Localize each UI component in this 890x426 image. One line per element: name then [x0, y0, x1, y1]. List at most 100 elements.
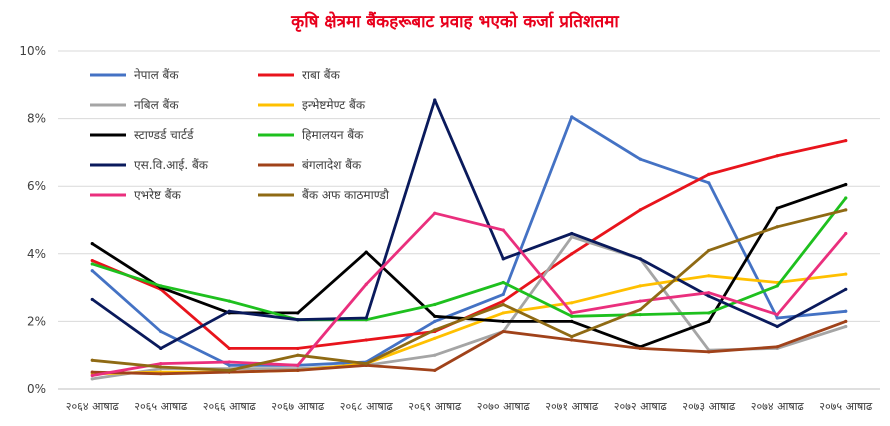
- x-tick-label: २०६५ आषाढ: [134, 400, 188, 413]
- data-point: [844, 287, 848, 291]
- legend-label: इन्भेष्टमेण्ट बैंक: [302, 98, 366, 112]
- data-point: [775, 154, 779, 158]
- data-point: [364, 282, 368, 286]
- legend-label: बैंक अफ काठमाण्डौ: [302, 188, 390, 202]
- data-point: [775, 345, 779, 349]
- data-point: [159, 329, 163, 334]
- x-tick-label: २०७१ आषाढ: [545, 400, 599, 413]
- data-point: [90, 269, 94, 273]
- chart-title: कृषि क्षेत्रमा बैंकहरूबाट प्रवाह भएको कर…: [290, 11, 619, 32]
- data-point: [501, 228, 505, 232]
- data-point: [707, 350, 711, 354]
- data-point: [844, 208, 848, 212]
- data-point: [638, 299, 642, 303]
- data-point: [501, 299, 505, 303]
- x-tick-label: २०७० आषाढ: [477, 400, 531, 413]
- data-point: [775, 316, 779, 320]
- legend-label: हिमालयन बैंक: [302, 128, 364, 142]
- data-point: [638, 284, 642, 288]
- x-tick-label: २०६४ आषाढ: [66, 400, 120, 413]
- data-point: [707, 291, 711, 295]
- data-point: [844, 309, 848, 313]
- data-point: [844, 138, 848, 143]
- data-point: [570, 311, 574, 315]
- legend: नेपाल बैंक राबा बैंक नबिल बैंक इन्भेष्टमेण्…: [90, 68, 390, 202]
- data-point: [844, 196, 848, 200]
- data-point: [501, 302, 505, 307]
- series-lines: [90, 98, 848, 381]
- data-point: [775, 206, 779, 210]
- data-point: [159, 284, 163, 288]
- data-point: [90, 373, 94, 378]
- data-point: [90, 377, 94, 381]
- data-point: [364, 338, 368, 342]
- x-tick-label: २०७५ आषाढ: [819, 400, 873, 413]
- data-point: [570, 115, 574, 119]
- data-point: [775, 313, 779, 317]
- data-point: [227, 363, 231, 367]
- x-tick-label: २०६७ आषाढ: [271, 400, 325, 413]
- series-line: [90, 211, 848, 377]
- y-axis-ticks: 0% 2% 4% 6% 8% 10%: [19, 44, 46, 396]
- data-point: [296, 368, 300, 373]
- data-point: [844, 231, 848, 236]
- data-point: [707, 181, 711, 185]
- x-tick-label: २०७२ आषाढ: [614, 400, 668, 413]
- y-tick-label: 10%: [19, 44, 46, 58]
- data-point: [707, 319, 711, 323]
- data-point: [844, 272, 848, 276]
- data-point: [433, 211, 437, 215]
- data-point: [433, 353, 437, 357]
- data-point: [364, 362, 368, 366]
- data-point: [501, 280, 505, 285]
- legend-label: स्टाण्डर्ड चार्टर्ड: [134, 128, 194, 142]
- y-tick-label: 8%: [27, 112, 46, 126]
- data-point: [159, 346, 163, 351]
- y-tick-label: 2%: [27, 314, 46, 328]
- y-tick-label: 4%: [27, 247, 46, 261]
- y-tick-label: 6%: [27, 179, 46, 193]
- data-point: [90, 258, 94, 263]
- data-point: [775, 284, 779, 288]
- data-point: [844, 182, 848, 187]
- data-point: [570, 301, 574, 305]
- data-point: [638, 208, 642, 212]
- data-point: [707, 172, 711, 176]
- data-point: [433, 302, 437, 307]
- data-point: [501, 292, 505, 296]
- data-point: [90, 297, 94, 302]
- series-line: [90, 319, 848, 376]
- data-point: [638, 346, 642, 351]
- legend-label: एभरेष्ट बैंक: [134, 188, 182, 202]
- data-point: [159, 372, 163, 376]
- data-point: [296, 318, 300, 322]
- data-point: [570, 335, 574, 339]
- data-point: [707, 311, 711, 315]
- data-point: [296, 363, 300, 367]
- data-point: [90, 358, 94, 362]
- series-line: [90, 208, 848, 372]
- data-point: [570, 252, 574, 256]
- series-line: [90, 183, 848, 349]
- data-point: [501, 319, 505, 323]
- data-point: [433, 328, 437, 332]
- y-tick-label: 0%: [27, 382, 46, 396]
- series-line: [90, 196, 848, 322]
- data-point: [433, 319, 437, 323]
- data-point: [638, 307, 642, 312]
- legend-label: राबा बैंक: [302, 68, 341, 82]
- legend-label: एस.वि.आई. बैंक: [134, 158, 209, 172]
- series-line: [90, 115, 848, 367]
- data-point: [296, 353, 300, 357]
- data-point: [570, 338, 574, 342]
- data-point: [227, 368, 231, 373]
- data-point: [296, 311, 300, 315]
- data-point: [570, 314, 574, 318]
- data-point: [844, 324, 848, 329]
- data-point: [364, 250, 368, 254]
- data-point: [433, 336, 437, 340]
- data-point: [90, 242, 94, 246]
- data-point: [707, 248, 711, 253]
- x-axis-ticks: २०६४ आषाढ २०६५ आषाढ २०६६ आषाढ २०६७ आषाढ २०६८…: [66, 400, 873, 413]
